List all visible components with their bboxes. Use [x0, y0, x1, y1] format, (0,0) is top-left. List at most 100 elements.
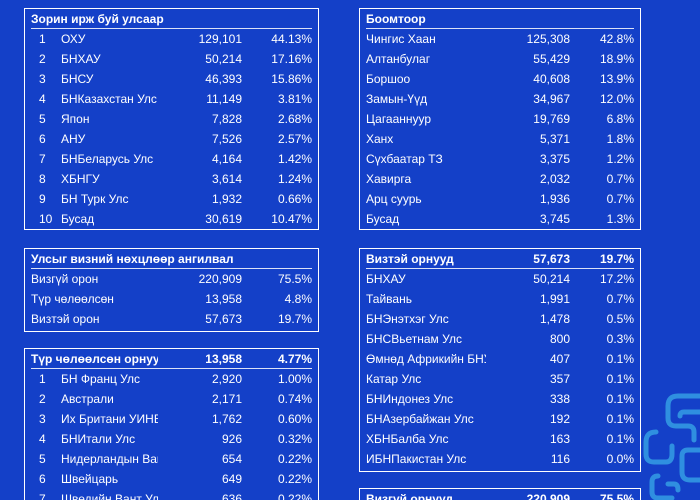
table-row: Тайвань 1,991 0.7% — [366, 289, 634, 309]
count: 2,171 — [211, 392, 242, 406]
count: 129,101 — [198, 32, 242, 46]
table-row: БНСВьетнам Улс 800 0.3% — [366, 329, 634, 349]
percent: 17.2% — [599, 272, 634, 286]
panel-title: Визтэй орнууд — [366, 251, 454, 266]
country-name: Бусад — [61, 212, 95, 226]
percent: 2.57% — [277, 132, 312, 146]
title-percent: 4.77% — [277, 351, 312, 366]
table-row: Чингис Хаан 125,308 42.8% — [366, 29, 634, 49]
country-name: Швейцарь — [61, 472, 119, 486]
country-name: БНБеларусь Улс — [61, 152, 154, 166]
panel-title: Түр чөлөөлсөн орнууд — [31, 351, 158, 366]
percent: 12.0% — [599, 92, 634, 106]
country-name: БНХАУ — [366, 272, 406, 286]
country-name: ХБНБалба Улс — [366, 432, 449, 446]
rank: 4 — [39, 92, 46, 106]
count: 1,936 — [539, 192, 570, 206]
percent: 0.1% — [606, 372, 634, 386]
rank: 4 — [39, 432, 46, 446]
percent: 0.0% — [606, 452, 634, 466]
category-name: Визгүй орон — [31, 272, 99, 286]
percent: 0.74% — [277, 392, 312, 406]
maze-pattern-decoration-icon — [643, 393, 700, 500]
rank: 7 — [39, 492, 46, 500]
percent: 1.3% — [606, 212, 634, 226]
table-row: 8 ХБНГУ 3,614 1.24% — [31, 169, 312, 189]
count: 163 — [549, 432, 570, 446]
count: 1,991 — [539, 292, 570, 306]
country-name: ХБНГУ — [61, 172, 100, 186]
arrivals-by-country-list: 1 ОХУ 129,101 44.13% 2 БНХАУ 50,214 17.16% 3 БН… — [31, 29, 312, 229]
title-count: 57,673 — [533, 251, 570, 266]
percent: 0.22% — [277, 492, 312, 500]
table-row: Бусад 3,745 1.3% — [366, 209, 634, 229]
table-row: БНХАУ 50,214 17.2% — [366, 269, 634, 289]
count: 7,828 — [211, 112, 242, 126]
table-row: 6 Швейцарь 649 0.22% — [31, 469, 312, 489]
percent: 0.22% — [277, 472, 312, 486]
rank: 3 — [39, 412, 46, 426]
percent: 0.3% — [606, 332, 634, 346]
country-name: Тайвань — [366, 292, 412, 306]
count: 50,214 — [205, 52, 242, 66]
panel-title: Улсыг визний нөхцлөөр ангилвал — [31, 249, 312, 269]
percent: 4.8% — [284, 292, 312, 306]
rank: 1 — [39, 372, 46, 386]
percent: 17.16% — [271, 52, 312, 66]
arrivals-by-country-panel: Зорин ирж буй улсаар 1 ОХУ 129,101 44.13% 2… — [24, 8, 319, 230]
title-percent: 19.7% — [599, 251, 634, 266]
table-row: Сүхбаатар ТЗ 3,375 1.2% — [366, 149, 634, 169]
table-row: БНИндонез Улс 338 0.1% — [366, 389, 634, 409]
visa-free-panel: Визгүй орнууд 220,909 75.5% — [359, 488, 641, 500]
country-name: Австрали — [61, 392, 114, 406]
count: 3,375 — [539, 152, 570, 166]
country-name: БН Турк Улс — [61, 192, 129, 206]
table-row: 9 БН Турк Улс 1,932 0.66% — [31, 189, 312, 209]
percent: 15.86% — [271, 72, 312, 86]
country-name: Их Британи УИНВУ — [61, 412, 158, 426]
country-name: Өмнөд Африкийн БНУ — [366, 352, 486, 366]
country-name: БНСУ — [61, 72, 94, 86]
percent: 0.22% — [277, 452, 312, 466]
port-name: Цагааннуур — [366, 112, 432, 126]
table-row: Визтэй орон 57,673 19.7% — [31, 309, 312, 329]
country-name: ОХУ — [61, 32, 86, 46]
table-row: Арц суурь 1,936 0.7% — [366, 189, 634, 209]
percent: 2.68% — [277, 112, 312, 126]
count: 2,920 — [211, 372, 242, 386]
count: 220,909 — [198, 272, 242, 286]
count: 1,762 — [211, 412, 242, 426]
table-row: 7 Шведийн Вант Улс 636 0.22% — [31, 489, 312, 500]
rank: 10 — [39, 212, 53, 226]
port-name: Алтанбулаг — [366, 52, 431, 66]
panel-title-row: Визгүй орнууд 220,909 75.5% — [366, 489, 634, 500]
table-row: 2 Австрали 2,171 0.74% — [31, 389, 312, 409]
percent: 6.8% — [606, 112, 634, 126]
percent: 0.7% — [606, 192, 634, 206]
port-name: Боршоо — [366, 72, 411, 86]
table-row: 5 Нидерландын Вант 654 0.22% — [31, 449, 312, 469]
table-row: 7 БНБеларусь Улс 4,164 1.42% — [31, 149, 312, 169]
count: 4,164 — [211, 152, 242, 166]
rank: 8 — [39, 172, 46, 186]
percent: 0.7% — [606, 172, 634, 186]
country-name: АНУ — [61, 132, 86, 146]
count: 7,526 — [211, 132, 242, 146]
rank: 7 — [39, 152, 46, 166]
count: 3,614 — [211, 172, 242, 186]
percent: 0.7% — [606, 292, 634, 306]
count: 800 — [549, 332, 570, 346]
percent: 44.13% — [271, 32, 312, 46]
table-row: Цагааннуур 19,769 6.8% — [366, 109, 634, 129]
percent: 0.1% — [606, 352, 634, 366]
table-row: Визгүй орон 220,909 75.5% — [31, 269, 312, 289]
exempted-countries-list: 1 БН Франц Улс 2,920 1.00% 2 Австрали 2,171 0.… — [31, 369, 312, 500]
percent: 0.60% — [277, 412, 312, 426]
table-row: Боршоо 40,608 13.9% — [366, 69, 634, 89]
table-row: ХБНБалба Улс 163 0.1% — [366, 429, 634, 449]
port-name: Ханх — [366, 132, 394, 146]
table-row: 6 АНУ 7,526 2.57% — [31, 129, 312, 149]
port-name: Замын-Үүд — [366, 92, 428, 106]
table-row: ИБНПакистан Улс 116 0.0% — [366, 449, 634, 469]
count: 125,308 — [526, 32, 570, 46]
